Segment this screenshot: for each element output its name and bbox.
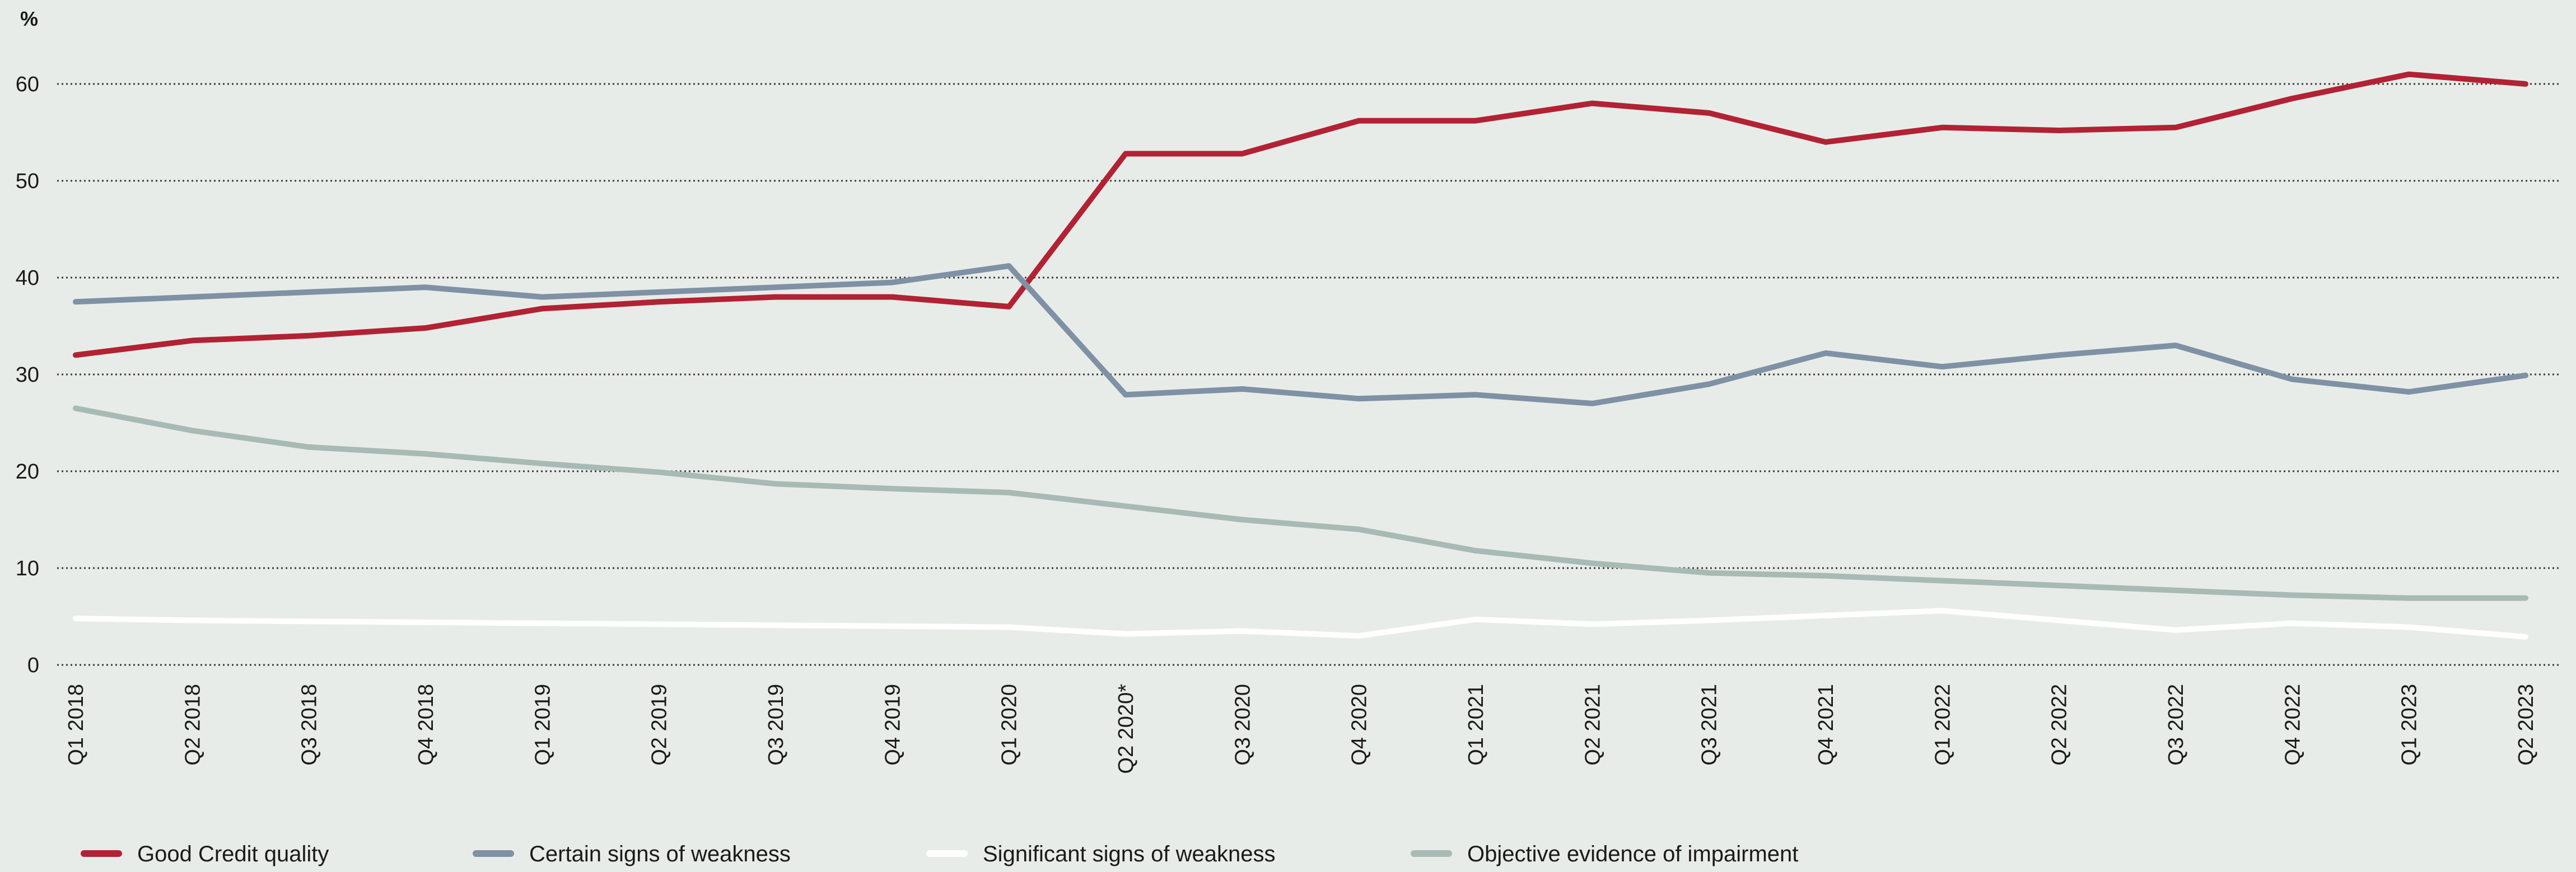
legend-label: Significant signs of weakness (983, 842, 1276, 866)
y-axis-unit-label: % (20, 7, 38, 30)
y-tick-label: 0 (27, 654, 39, 677)
x-tick-label: Q2 2023 (2514, 684, 2538, 766)
x-tick-label: Q3 2018 (298, 684, 321, 766)
y-tick-label: 20 (16, 460, 39, 484)
x-tick-label: Q1 2019 (531, 684, 554, 766)
y-tick-label: 10 (16, 557, 39, 580)
x-tick-label: Q1 2018 (64, 684, 88, 766)
x-tick-label: Q2 2021 (1581, 684, 1604, 766)
series-line (73, 608, 2528, 640)
x-tick-label: Q4 2022 (2281, 684, 2304, 766)
x-tick-label: Q1 2022 (1931, 684, 1954, 766)
legend-label: Good Credit quality (137, 842, 329, 866)
x-tick-label: Q2 2022 (2048, 684, 2071, 766)
x-tick-label: Q1 2020 (998, 684, 1021, 766)
x-tick-label: Q3 2020 (1231, 684, 1254, 766)
series-line (73, 263, 2528, 406)
y-tick-label: 30 (16, 363, 39, 387)
x-tick-label: Q4 2021 (1814, 684, 1838, 766)
series-line (73, 71, 2528, 358)
legend-label: Objective evidence of impairment (1467, 842, 1798, 866)
x-tick-label: Q3 2019 (764, 684, 788, 766)
legend-label: Certain signs of weakness (529, 842, 791, 866)
x-tick-label: Q3 2021 (1698, 684, 1721, 766)
x-tick-label: Q4 2019 (881, 684, 904, 766)
y-tick-label: 40 (16, 266, 39, 290)
x-tick-label: Q4 2020 (1348, 684, 1371, 766)
x-tick-label: Q1 2021 (1464, 684, 1488, 766)
x-tick-label: Q2 2018 (181, 684, 204, 766)
series-line (73, 405, 2528, 601)
x-tick-label: Q2 2019 (648, 684, 671, 766)
x-tick-label: Q2 2020* (1114, 684, 1138, 774)
x-tick-label: Q1 2023 (2398, 684, 2421, 766)
y-tick-label: 50 (16, 170, 39, 193)
x-tick-label: Q3 2022 (2164, 684, 2188, 766)
y-tick-label: 60 (16, 73, 39, 96)
x-tick-label: Q4 2018 (414, 684, 438, 766)
